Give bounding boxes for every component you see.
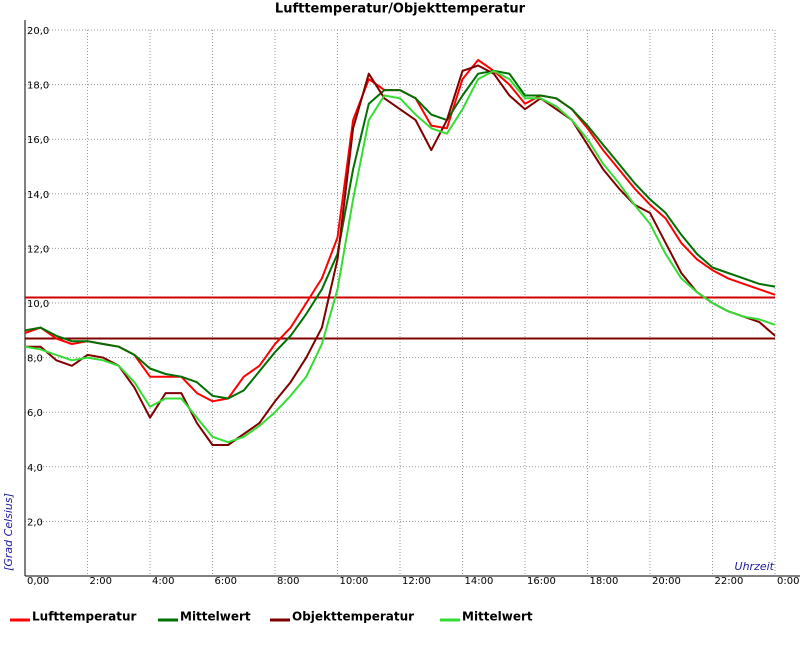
y-tick-label: 6,0 <box>27 408 43 419</box>
x-tick-label: 12:00 <box>402 576 431 587</box>
x-tick-label: 22:00 <box>715 576 744 587</box>
x-tick-label: 10:00 <box>340 576 369 587</box>
y-tick-label: 18,0 <box>27 81 49 92</box>
x-tick-label: 14:00 <box>465 576 494 587</box>
series-line <box>24 69 776 444</box>
y-tick-label: 4,0 <box>27 463 43 474</box>
chart-title: Lufttemperatur/Objekttemperatur <box>275 2 526 17</box>
x-tick-label: 20:00 <box>652 576 681 587</box>
x-tick-label: 8:00 <box>277 576 299 587</box>
y-tick-label: 20,0 <box>27 26 49 37</box>
legend-label: Lufttemperatur <box>32 610 137 624</box>
y-tick-label: 10,0 <box>27 299 49 310</box>
x-tick-label: 0,00 <box>27 576 49 587</box>
x-tick-label: 16:00 <box>527 576 556 587</box>
x-axis-label: Uhrzeit <box>735 560 775 573</box>
y-tick-label: 12,0 <box>27 244 49 255</box>
y-tick-label: 2,0 <box>27 517 43 528</box>
x-tick-label: 0:00 <box>777 576 799 587</box>
y-tick-label: 8,0 <box>27 354 43 365</box>
series-line <box>24 69 776 400</box>
series-line <box>25 64 776 446</box>
y-tick-label: 16,0 <box>27 135 49 146</box>
y-tick-label: 14,0 <box>27 190 49 201</box>
x-tick-label: 18:00 <box>590 576 619 587</box>
x-tick-label: 2:00 <box>90 576 112 587</box>
x-tick-label: 6:00 <box>215 576 237 587</box>
y-axis-label: [Grad Celsius] <box>2 493 15 571</box>
legend-label: Mittelwert <box>462 610 533 624</box>
x-tick-label: 4:00 <box>152 576 174 587</box>
legend-label: Objekttemperatur <box>292 610 414 624</box>
legend-label: Mittelwert <box>180 610 251 624</box>
